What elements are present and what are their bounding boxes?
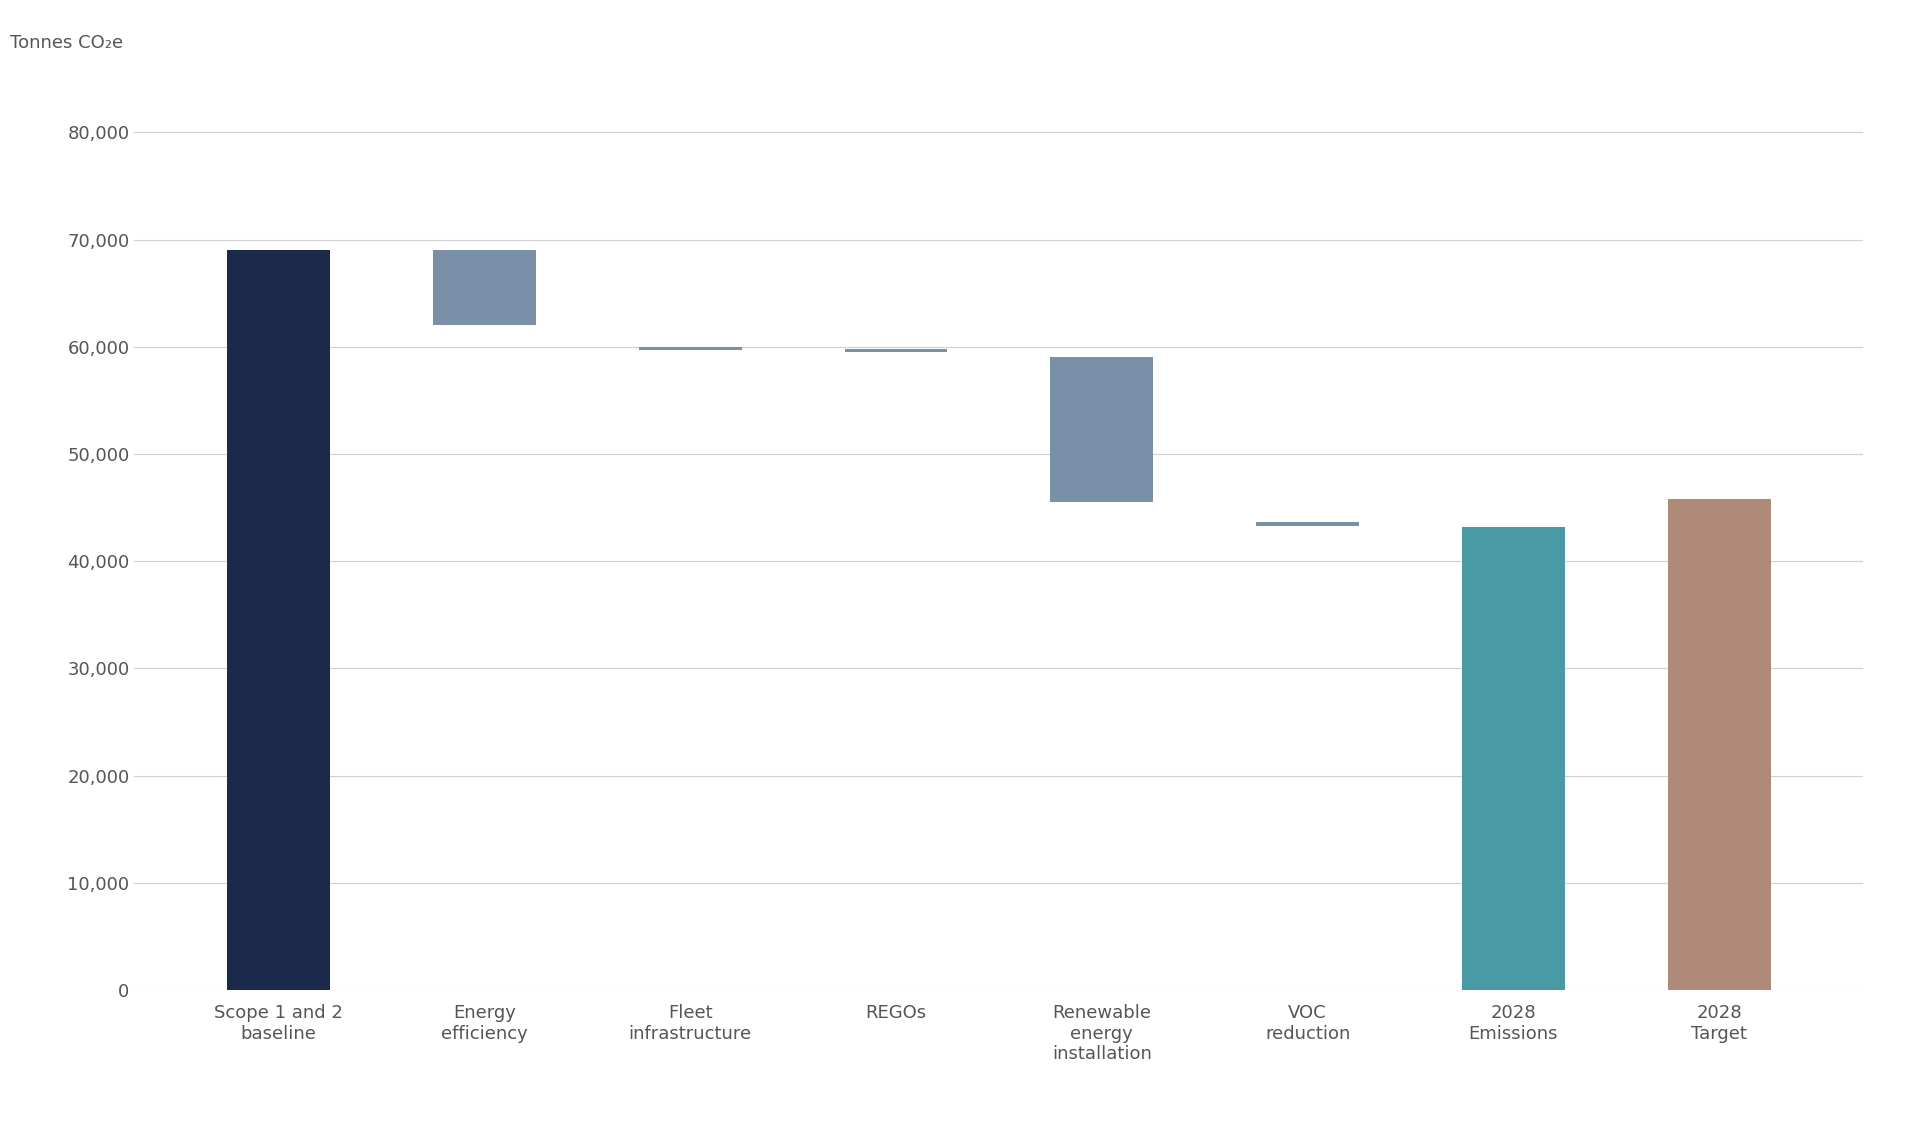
Bar xyxy=(1256,522,1358,525)
Bar xyxy=(638,346,742,350)
Bar xyxy=(845,349,947,352)
Bar xyxy=(227,250,330,990)
Bar xyxy=(1051,358,1153,502)
Bar xyxy=(1462,526,1566,990)
Bar xyxy=(432,250,536,325)
Text: Tonnes CO₂e: Tonnes CO₂e xyxy=(10,34,123,52)
Bar xyxy=(1667,500,1771,990)
